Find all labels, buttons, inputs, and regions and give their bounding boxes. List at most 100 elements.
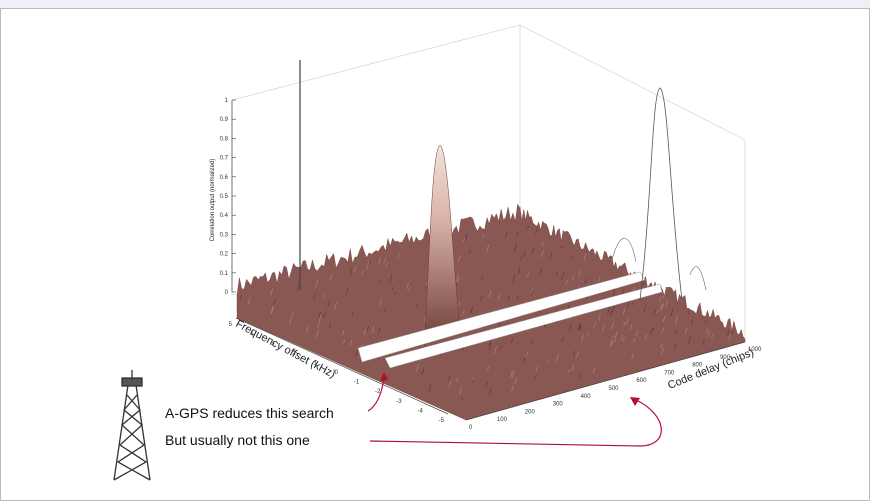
- noise-texture: [665, 300, 669, 308]
- noise-texture: [573, 350, 576, 358]
- noise-texture: [598, 276, 601, 282]
- y-tick-label: 2: [292, 351, 296, 357]
- noise-texture: [526, 272, 530, 278]
- noise-texture: [629, 324, 633, 330]
- noise-texture: [607, 306, 610, 315]
- noise-texture: [565, 279, 569, 286]
- search-band: [357, 271, 646, 363]
- noise-texture: [408, 287, 411, 291]
- x-tick-label: 200: [525, 409, 536, 415]
- noise-texture: [570, 254, 574, 259]
- peak-projection: [639, 87, 683, 301]
- noise-texture: [535, 364, 539, 372]
- x-tick-label: 800: [692, 363, 703, 369]
- noise-texture: [661, 347, 664, 356]
- noise-texture: [354, 266, 357, 273]
- noise-texture: [423, 315, 427, 323]
- x-tick-label: 900: [720, 355, 731, 361]
- noise-texture: [602, 324, 605, 332]
- noise-texture: [291, 310, 294, 317]
- noise-texture: [612, 289, 616, 297]
- noise-texture: [598, 314, 601, 321]
- noise-texture: [547, 359, 551, 363]
- noise-texture: [511, 371, 515, 378]
- x-tick-label: 600: [636, 378, 647, 384]
- noise-texture: [479, 296, 483, 302]
- noise-texture: [385, 262, 388, 268]
- y-tick-label: 3: [271, 341, 275, 347]
- noise-texture: [316, 329, 319, 338]
- noise-texture: [351, 311, 354, 318]
- noise-texture: [522, 356, 526, 363]
- noise-texture: [486, 243, 490, 252]
- noise-texture: [378, 280, 381, 285]
- y-tick-label: -5: [439, 418, 445, 424]
- noise-texture: [457, 277, 460, 283]
- noise-texture: [327, 300, 330, 308]
- x-tick-label: 300: [553, 402, 564, 408]
- noise-texture: [363, 329, 367, 335]
- noise-texture: [289, 317, 292, 324]
- noise-texture: [318, 315, 322, 324]
- noise-texture: [660, 343, 663, 348]
- noise-texture: [675, 315, 678, 324]
- noise-texture: [383, 257, 387, 264]
- y-tick-label: 1: [313, 360, 317, 366]
- noise-texture: [571, 364, 575, 372]
- noise-texture: [349, 267, 353, 273]
- noise-texture: [406, 283, 409, 290]
- noise-texture: [583, 253, 587, 261]
- noise-texture: [349, 271, 352, 276]
- noise-texture: [530, 339, 533, 346]
- noise-texture: [361, 270, 364, 275]
- noise-texture: [662, 292, 666, 298]
- noise-texture: [651, 326, 654, 331]
- noise-texture: [539, 268, 543, 275]
- noise-texture: [530, 291, 533, 297]
- noise-texture: [448, 381, 452, 388]
- noise-texture: [487, 366, 490, 371]
- noise-texture: [610, 341, 614, 346]
- noise-texture: [366, 326, 370, 332]
- noise-texture: [661, 327, 665, 334]
- z-tick-label: 0.4: [220, 213, 229, 219]
- z-tick-label: 1: [225, 98, 229, 104]
- y-tick-label: -3: [396, 399, 402, 405]
- annotation: But usually not this one: [165, 432, 310, 448]
- noise-texture: [586, 333, 590, 337]
- noise-texture: [513, 244, 517, 253]
- z-tick-label: 0.9: [220, 117, 229, 123]
- noise-texture: [730, 330, 734, 336]
- noise-texture: [349, 339, 353, 347]
- noise-texture: [470, 305, 473, 314]
- noise-texture: [378, 256, 382, 265]
- noise-texture: [534, 375, 538, 379]
- noise-texture: [482, 234, 485, 238]
- z-axis-label: Correlation output (normalized): [210, 159, 216, 242]
- noise-texture: [377, 327, 381, 335]
- noise-texture: [623, 321, 626, 327]
- arrowhead: [630, 397, 640, 406]
- noise-texture: [560, 245, 564, 249]
- noise-texture: [485, 381, 489, 386]
- noise-texture: [571, 276, 575, 282]
- z-tick-label: 0: [225, 290, 229, 296]
- noise-texture: [239, 295, 242, 301]
- noise-texture: [480, 276, 484, 281]
- noise-texture: [576, 350, 579, 359]
- noise-texture: [366, 262, 369, 270]
- noise-texture: [561, 272, 564, 281]
- noise-texture: [318, 312, 321, 319]
- noise-texture: [368, 261, 372, 266]
- noise-texture: [424, 285, 428, 290]
- noise-texture: [397, 252, 400, 259]
- noise-texture: [459, 386, 462, 395]
- noise-texture: [379, 299, 382, 306]
- noise-texture: [460, 397, 464, 402]
- x-tick-label: 100: [497, 417, 508, 423]
- z-tick-label: 0.2: [220, 252, 229, 258]
- noise-texture: [578, 373, 582, 378]
- noise-texture: [516, 295, 520, 299]
- noise-texture: [579, 324, 582, 331]
- noise-texture: [273, 298, 277, 304]
